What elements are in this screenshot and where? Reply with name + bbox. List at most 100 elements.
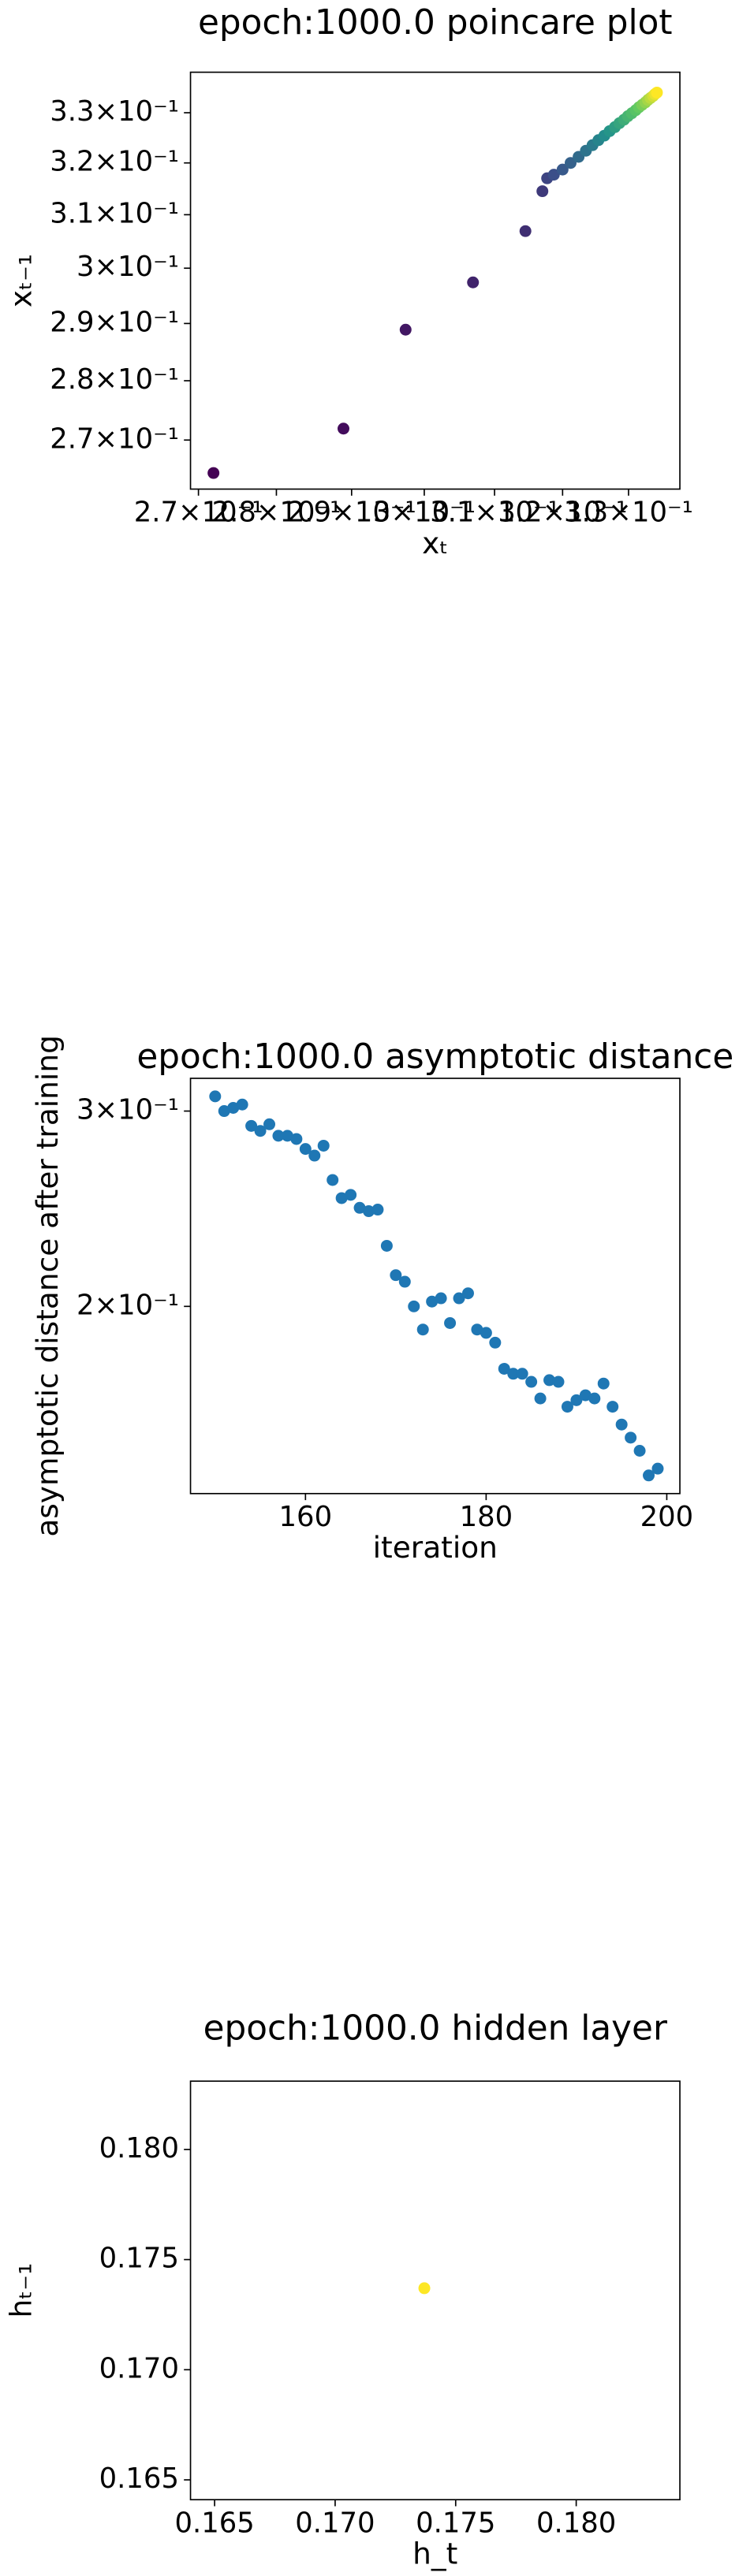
- point: [564, 157, 577, 169]
- point: [380, 1239, 393, 1252]
- point: [390, 1269, 402, 1282]
- point: [272, 1130, 285, 1142]
- x-tick-label: 2.9×10⁻¹: [287, 497, 416, 529]
- point: [643, 1469, 655, 1482]
- plot-frame: [189, 71, 681, 490]
- point: [615, 1418, 628, 1431]
- point: [227, 1101, 240, 1114]
- y-tick-label: 3×10⁻¹: [77, 251, 179, 283]
- x-tick-label: 3.2×10⁻¹: [498, 497, 627, 529]
- point: [337, 423, 349, 435]
- point: [371, 1204, 384, 1216]
- x-axis-label: xₜ: [422, 526, 448, 560]
- y-axis-label: xₜ₋₁: [4, 254, 39, 307]
- point: [435, 1292, 447, 1305]
- point: [633, 1445, 646, 1457]
- y-tick-label: 0.175: [99, 2243, 179, 2275]
- point: [444, 1316, 457, 1329]
- point: [207, 467, 220, 479]
- point: [507, 1368, 520, 1380]
- point: [290, 1133, 303, 1145]
- point: [525, 1375, 538, 1388]
- point: [552, 1375, 565, 1388]
- point: [317, 1139, 330, 1152]
- point: [543, 1374, 556, 1387]
- x-tick-label: 0.165: [174, 2507, 254, 2539]
- y-tick-label: 0.170: [99, 2352, 179, 2384]
- y-axis-label: hₜ₋₁: [4, 2263, 39, 2318]
- point: [625, 1431, 637, 1444]
- chart-title: epoch:1000.0 hidden layer: [203, 2008, 667, 2049]
- x-axis-label: h_t: [412, 2536, 457, 2570]
- point: [399, 323, 412, 336]
- point: [218, 1105, 230, 1118]
- x-axis-label: iteration: [373, 1530, 498, 1565]
- y-tick-label: 3.2×10⁻¹: [50, 146, 179, 178]
- point: [489, 1336, 502, 1349]
- y-tick-label: 2×10⁻¹: [77, 1289, 179, 1321]
- point: [426, 1295, 439, 1308]
- point: [536, 185, 549, 198]
- point: [651, 1462, 664, 1475]
- point: [547, 169, 560, 181]
- point: [471, 1323, 483, 1336]
- x-tick-label: 2.7×10⁻¹: [134, 497, 263, 529]
- point: [480, 1327, 492, 1339]
- point: [556, 163, 569, 176]
- point: [453, 1292, 465, 1305]
- y-tick-label: 0.165: [99, 2462, 179, 2495]
- x-tick-label: 3.1×10⁻¹: [430, 497, 559, 529]
- plot-frame: [189, 2080, 681, 2501]
- x-tick-label: 180: [460, 1501, 513, 1533]
- point: [363, 1205, 375, 1218]
- point: [588, 1392, 601, 1405]
- x-tick-label: 0.170: [295, 2507, 375, 2539]
- y-tick-label: 3.3×10⁻¹: [50, 95, 179, 128]
- point: [408, 1300, 420, 1312]
- point: [263, 1118, 276, 1130]
- point: [398, 1275, 411, 1288]
- point: [579, 1389, 592, 1402]
- point: [416, 1323, 429, 1336]
- point: [498, 1362, 510, 1375]
- y-tick-label: 2.7×10⁻¹: [50, 423, 179, 455]
- point: [461, 1287, 474, 1300]
- x-tick-label: 200: [640, 1501, 694, 1533]
- y-axis-label: asymptotic distance after training: [30, 1035, 65, 1537]
- point: [516, 1368, 528, 1380]
- point: [327, 1174, 339, 1186]
- chart-title: epoch:1000.0 poincare plot: [198, 2, 673, 43]
- point: [353, 1201, 366, 1214]
- point: [345, 1189, 357, 1201]
- point: [245, 1119, 258, 1132]
- point: [418, 2282, 431, 2295]
- x-tick-label: 3.3×10⁻¹: [564, 497, 693, 529]
- y-tick-label: 0.180: [99, 2132, 179, 2165]
- y-tick-label: 2.9×10⁻¹: [50, 306, 179, 338]
- point: [209, 1090, 222, 1103]
- point: [467, 276, 480, 288]
- chart-title: epoch:1000.0 asymptotic distance: [136, 1037, 733, 1077]
- point: [570, 1394, 583, 1406]
- point: [561, 1401, 573, 1413]
- point: [519, 225, 532, 237]
- point: [281, 1130, 293, 1142]
- plot-frame: [189, 1078, 681, 1495]
- point: [607, 1401, 619, 1413]
- y-tick-label: 3.1×10⁻¹: [50, 197, 179, 229]
- x-tick-label: 0.175: [416, 2507, 495, 2539]
- x-tick-label: 0.180: [536, 2507, 616, 2539]
- point: [299, 1143, 312, 1156]
- point: [254, 1125, 267, 1137]
- x-tick-label: 2.8×10⁻¹: [212, 497, 342, 529]
- point: [597, 1377, 610, 1390]
- point: [236, 1098, 248, 1111]
- y-tick-label: 2.8×10⁻¹: [50, 363, 179, 396]
- point: [308, 1149, 321, 1162]
- x-tick-label: 3×10⁻¹: [373, 497, 476, 529]
- point: [534, 1392, 547, 1405]
- x-tick-label: 160: [279, 1501, 333, 1533]
- point: [651, 86, 663, 99]
- point: [335, 1192, 348, 1204]
